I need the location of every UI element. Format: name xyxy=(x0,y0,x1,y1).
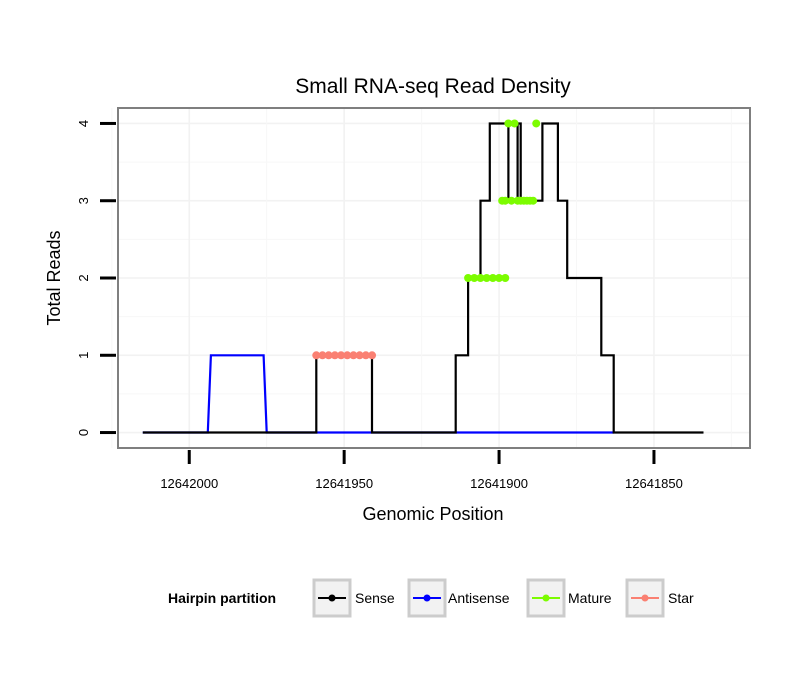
series-point-mature xyxy=(504,119,513,128)
series-point-mature xyxy=(510,119,519,128)
series-point-mature xyxy=(532,119,541,128)
series-point-star xyxy=(312,351,321,360)
plot-panel xyxy=(117,107,751,449)
y-axis-label: Total Reads xyxy=(44,230,64,325)
series-layer xyxy=(142,119,704,434)
series-line-sense xyxy=(142,122,704,434)
x-tick-label-1: 12641950 xyxy=(315,476,373,491)
series-point-star xyxy=(337,351,346,360)
x-axis-label: Genomic Position xyxy=(362,504,503,524)
series-point-star xyxy=(330,351,339,360)
legend-label: Sense xyxy=(355,590,395,606)
series-line-antisense xyxy=(142,354,614,434)
series-point-mature xyxy=(464,274,473,282)
legend: Hairpin partition Sense Antisense Mature St… xyxy=(168,578,694,618)
series-point-mature xyxy=(476,274,485,282)
series-point-mature xyxy=(482,274,491,282)
series-point-mature xyxy=(501,274,510,282)
grid xyxy=(111,108,750,448)
legend-label: Star xyxy=(668,590,694,606)
axes: 12642000 12641950 12641900 12641850 0 1 2 3 4 xyxy=(76,120,683,491)
series-point-mature xyxy=(529,196,538,205)
legend-entry-star: Star xyxy=(625,578,694,618)
series-point-mature xyxy=(507,196,516,205)
legend-key-point xyxy=(328,594,336,602)
legend-label: Antisense xyxy=(448,590,510,606)
series-point-star xyxy=(355,351,364,360)
legend-entry-sense: Sense xyxy=(312,578,395,618)
legend-entry-mature: Mature xyxy=(526,578,612,618)
series-point-mature xyxy=(488,274,497,282)
series-point-star xyxy=(343,351,352,360)
y-tick-label-0: 0 xyxy=(76,429,91,436)
x-tick-label-2: 12641900 xyxy=(470,476,528,491)
legend-label: Mature xyxy=(568,590,612,606)
chart-title: Small RNA-seq Read Density xyxy=(295,75,571,98)
legend-key-point xyxy=(542,594,550,602)
series-point-mature xyxy=(495,274,504,282)
x-tick-label-0: 12642000 xyxy=(160,476,218,491)
series-point-star xyxy=(368,351,377,360)
y-tick-label-4: 4 xyxy=(76,120,91,127)
series-point-star xyxy=(349,351,358,360)
series-point-star xyxy=(324,351,333,360)
y-tick-label-3: 3 xyxy=(76,197,91,204)
series-point-mature xyxy=(470,274,479,282)
x-tick-label-3: 12641850 xyxy=(625,476,683,491)
y-tick-label-1: 1 xyxy=(76,352,91,359)
legend-title: Hairpin partition xyxy=(168,590,276,606)
legend-key-point xyxy=(423,594,431,602)
series-point-mature xyxy=(501,196,510,205)
series-point-star xyxy=(361,351,370,360)
series-point-star xyxy=(318,351,327,360)
legend-entry-antisense: Antisense xyxy=(407,578,510,618)
y-tick-label-2: 2 xyxy=(76,274,91,281)
legend-key-point xyxy=(641,594,649,602)
